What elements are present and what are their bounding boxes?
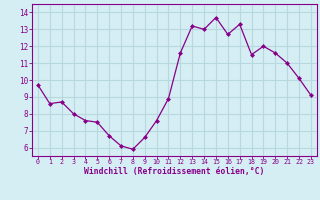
X-axis label: Windchill (Refroidissement éolien,°C): Windchill (Refroidissement éolien,°C) [84, 167, 265, 176]
